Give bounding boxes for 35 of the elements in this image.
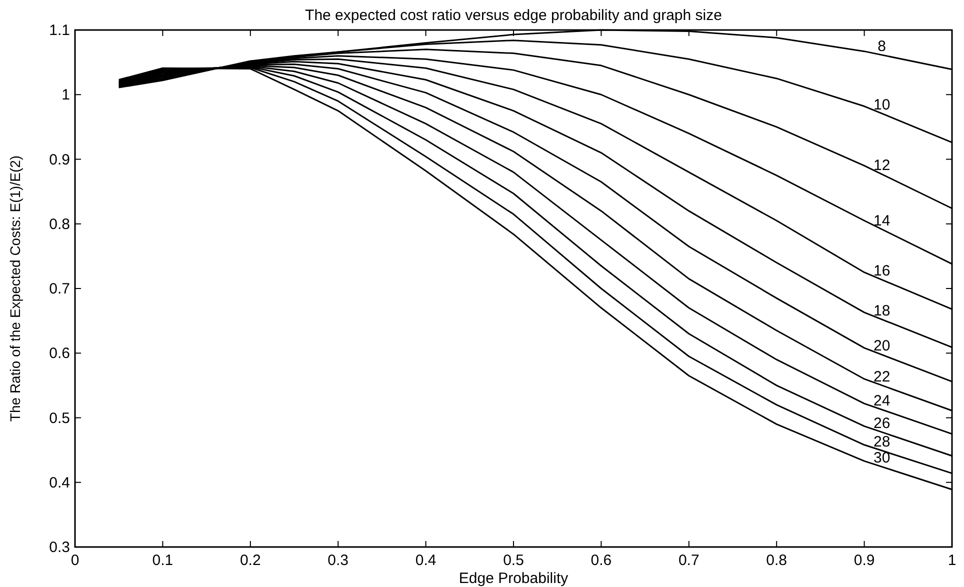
y-tick-label: 1 — [62, 86, 70, 104]
series-label: 30 — [873, 450, 890, 467]
y-tick-label: 0.9 — [49, 151, 70, 168]
x-tick-label: 0.5 — [503, 552, 524, 569]
series-label: 18 — [873, 302, 890, 320]
series-label: 16 — [873, 262, 890, 280]
legend-label: 8 — [878, 38, 886, 55]
series-label: 20 — [873, 338, 890, 355]
x-tick-label: 0.8 — [766, 552, 788, 569]
y-axis-title: The Ratio of the Expected Costs: E(1)/E(2) — [7, 155, 23, 422]
series-label: 22 — [873, 368, 890, 386]
y-tick-label: 0.3 — [49, 539, 70, 556]
y-tick-label: 0.4 — [49, 474, 70, 492]
series-label: 14 — [873, 212, 890, 230]
series-label: 10 — [873, 96, 890, 114]
x-tick-label: 0.1 — [152, 552, 174, 569]
series-label: 24 — [873, 392, 890, 410]
x-tick-label: 0.2 — [240, 552, 261, 569]
x-tick-label: 0.9 — [854, 552, 875, 569]
x-tick-label: 0 — [70, 552, 80, 569]
x-tick-label: 0.6 — [590, 552, 612, 569]
y-tick-label: 1.1 — [49, 22, 70, 39]
series-label: 26 — [873, 415, 890, 432]
chart-title: The expected cost ratio versus edge probability and graph size — [305, 7, 722, 24]
x-tick-label: 0.4 — [415, 552, 436, 569]
x-tick-label: 1 — [948, 552, 956, 569]
x-axis-title: Edge Probability — [458, 570, 569, 587]
y-tick-label: 0.7 — [49, 280, 70, 298]
y-tick-label: 0.5 — [49, 410, 70, 427]
x-tick-label: 0.3 — [328, 552, 349, 569]
y-tick-label: 0.6 — [49, 345, 70, 362]
x-tick-label: 0.7 — [678, 552, 700, 569]
series-label: 12 — [873, 157, 890, 174]
series-label: 28 — [873, 434, 890, 451]
y-tick-label: 0.8 — [49, 216, 70, 233]
